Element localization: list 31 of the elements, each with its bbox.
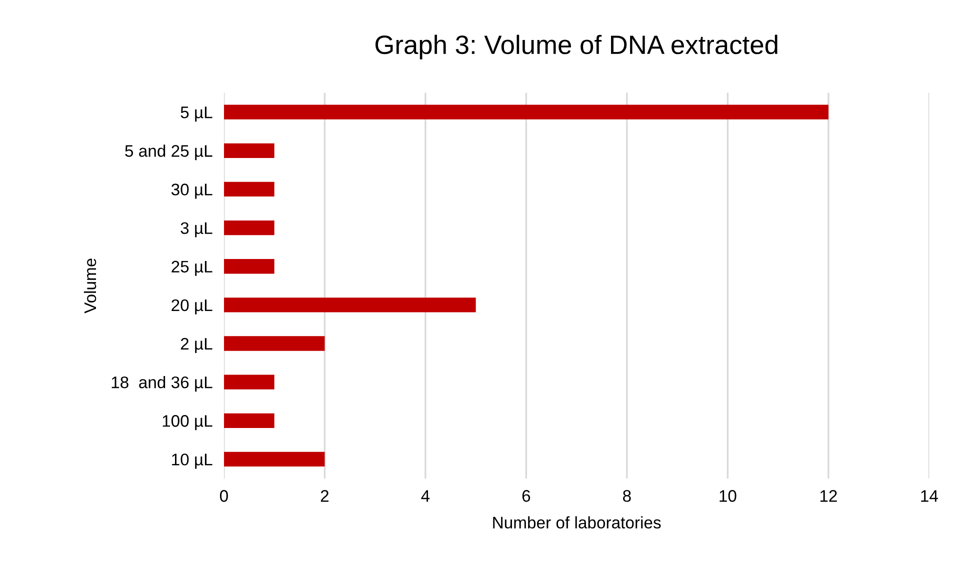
bar — [224, 452, 325, 467]
x-tick-label: 10 — [720, 490, 736, 502]
x-tick-label: 8 — [623, 490, 631, 502]
bar — [224, 220, 274, 236]
y-tick-label: 10 µL — [172, 454, 212, 469]
bar — [224, 143, 274, 158]
x-tick-label: 0 — [220, 490, 228, 502]
x-tick-label: 6 — [522, 490, 530, 502]
bar — [224, 259, 274, 274]
y-tick-label: 25 µL — [172, 260, 212, 276]
x-tick-label: 4 — [421, 490, 430, 502]
bar — [224, 336, 325, 351]
y-tick-label: 2 µL — [180, 338, 212, 353]
y-tick-label: 5 µL — [180, 106, 212, 122]
chart-title: Graph 3: Volume of DNA extracted — [375, 34, 778, 60]
y-tick-label: 18 and 36 µL — [112, 376, 212, 392]
x-tick-label: 12 — [820, 490, 837, 502]
bar — [224, 182, 274, 197]
y-tick-label: 20 µL — [172, 299, 212, 314]
bar — [224, 298, 476, 312]
bar — [224, 413, 274, 428]
bar — [224, 374, 274, 390]
bar — [224, 104, 828, 120]
y-axis-title: Volume — [84, 258, 96, 314]
y-tick-label: 100 µL — [162, 415, 212, 430]
y-tick-label: 5 and 25 µL — [125, 144, 212, 160]
y-tick-label: 30 µL — [171, 184, 212, 199]
x-tick-label: 14 — [921, 490, 938, 502]
y-tick-label: 3 µL — [180, 222, 212, 238]
x-tick-label: 2 — [320, 490, 328, 502]
x-axis-title: Number of laboratories — [493, 516, 661, 528]
